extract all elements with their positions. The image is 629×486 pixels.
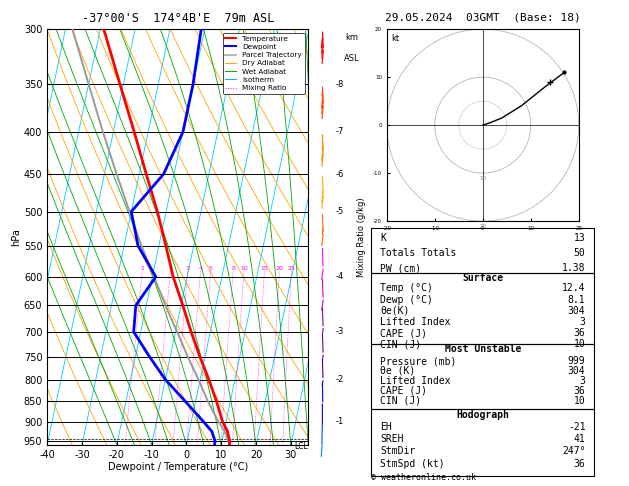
Text: 8.1: 8.1 (568, 295, 586, 305)
Text: 20: 20 (479, 224, 486, 228)
Text: PW (cm): PW (cm) (380, 263, 421, 273)
Text: SREH: SREH (380, 434, 404, 444)
Text: 1: 1 (140, 266, 144, 271)
Text: 10: 10 (574, 339, 586, 349)
Text: Pressure (mb): Pressure (mb) (380, 356, 457, 366)
Text: 4: 4 (199, 266, 203, 271)
Y-axis label: hPa: hPa (11, 228, 21, 246)
Text: 8: 8 (231, 266, 235, 271)
Text: CAPE (J): CAPE (J) (380, 328, 427, 338)
Text: -2: -2 (336, 375, 344, 384)
Text: 10: 10 (574, 396, 586, 406)
Text: 3: 3 (186, 266, 190, 271)
Text: 3: 3 (579, 317, 586, 327)
Text: θe (K): θe (K) (380, 366, 415, 376)
Text: -3: -3 (336, 328, 344, 336)
Text: θe(K): θe(K) (380, 306, 409, 316)
Text: 12.4: 12.4 (562, 283, 586, 294)
X-axis label: Dewpoint / Temperature (°C): Dewpoint / Temperature (°C) (108, 462, 248, 472)
Text: 25: 25 (287, 266, 296, 271)
Text: StmSpd (kt): StmSpd (kt) (380, 459, 445, 469)
Text: 999: 999 (568, 356, 586, 366)
Text: CIN (J): CIN (J) (380, 339, 421, 349)
Text: 10: 10 (240, 266, 248, 271)
Text: 5: 5 (209, 266, 213, 271)
Text: 15: 15 (260, 266, 269, 271)
Legend: Temperature, Dewpoint, Parcel Trajectory, Dry Adiabat, Wet Adiabat, Isotherm, Mi: Temperature, Dewpoint, Parcel Trajectory… (223, 33, 304, 94)
Text: ASL: ASL (344, 54, 359, 63)
Text: CIN (J): CIN (J) (380, 396, 421, 406)
Text: 20: 20 (276, 266, 284, 271)
Text: -4: -4 (336, 272, 344, 281)
Text: 10: 10 (479, 175, 486, 180)
Text: CAPE (J): CAPE (J) (380, 386, 427, 396)
Text: Hodograph: Hodograph (456, 410, 509, 420)
Text: EH: EH (380, 422, 392, 432)
Text: 304: 304 (568, 306, 586, 316)
Text: StmDir: StmDir (380, 447, 415, 456)
Text: 29.05.2024  03GMT  (Base: 18): 29.05.2024 03GMT (Base: 18) (385, 12, 581, 22)
Text: Temp (°C): Temp (°C) (380, 283, 433, 294)
Text: 36: 36 (574, 386, 586, 396)
Text: Most Unstable: Most Unstable (445, 345, 521, 354)
Text: Lifted Index: Lifted Index (380, 317, 450, 327)
Bar (371, 273, 594, 344)
Text: -6: -6 (336, 170, 344, 178)
Text: -7: -7 (336, 127, 344, 137)
Text: K: K (380, 233, 386, 243)
Text: Lifted Index: Lifted Index (380, 376, 450, 386)
Text: 13: 13 (574, 233, 586, 243)
Text: -21: -21 (568, 422, 586, 432)
Text: 3: 3 (579, 376, 586, 386)
Text: Totals Totals: Totals Totals (380, 248, 457, 258)
Text: 36: 36 (574, 459, 586, 469)
Text: -8: -8 (336, 80, 344, 89)
Text: Surface: Surface (462, 273, 503, 283)
Text: -1: -1 (336, 417, 344, 426)
Text: 50: 50 (574, 248, 586, 258)
Text: 1.38: 1.38 (562, 263, 586, 273)
Text: Dewp (°C): Dewp (°C) (380, 295, 433, 305)
Text: kt: kt (392, 34, 399, 43)
Text: 36: 36 (574, 328, 586, 338)
Bar (371, 228, 594, 273)
Text: © weatheronline.co.uk: © weatheronline.co.uk (371, 473, 476, 482)
Text: Mixing Ratio (g/kg): Mixing Ratio (g/kg) (357, 197, 365, 277)
Text: 247°: 247° (562, 447, 586, 456)
Text: 2: 2 (169, 266, 172, 271)
Text: -37°00'S  174°4B'E  79m ASL: -37°00'S 174°4B'E 79m ASL (82, 12, 274, 25)
Text: 304: 304 (568, 366, 586, 376)
Text: -5: -5 (336, 207, 344, 216)
Text: km: km (345, 34, 358, 42)
Bar (371, 409, 594, 476)
Text: 41: 41 (574, 434, 586, 444)
Bar (371, 344, 594, 409)
Text: LCL: LCL (294, 442, 308, 451)
